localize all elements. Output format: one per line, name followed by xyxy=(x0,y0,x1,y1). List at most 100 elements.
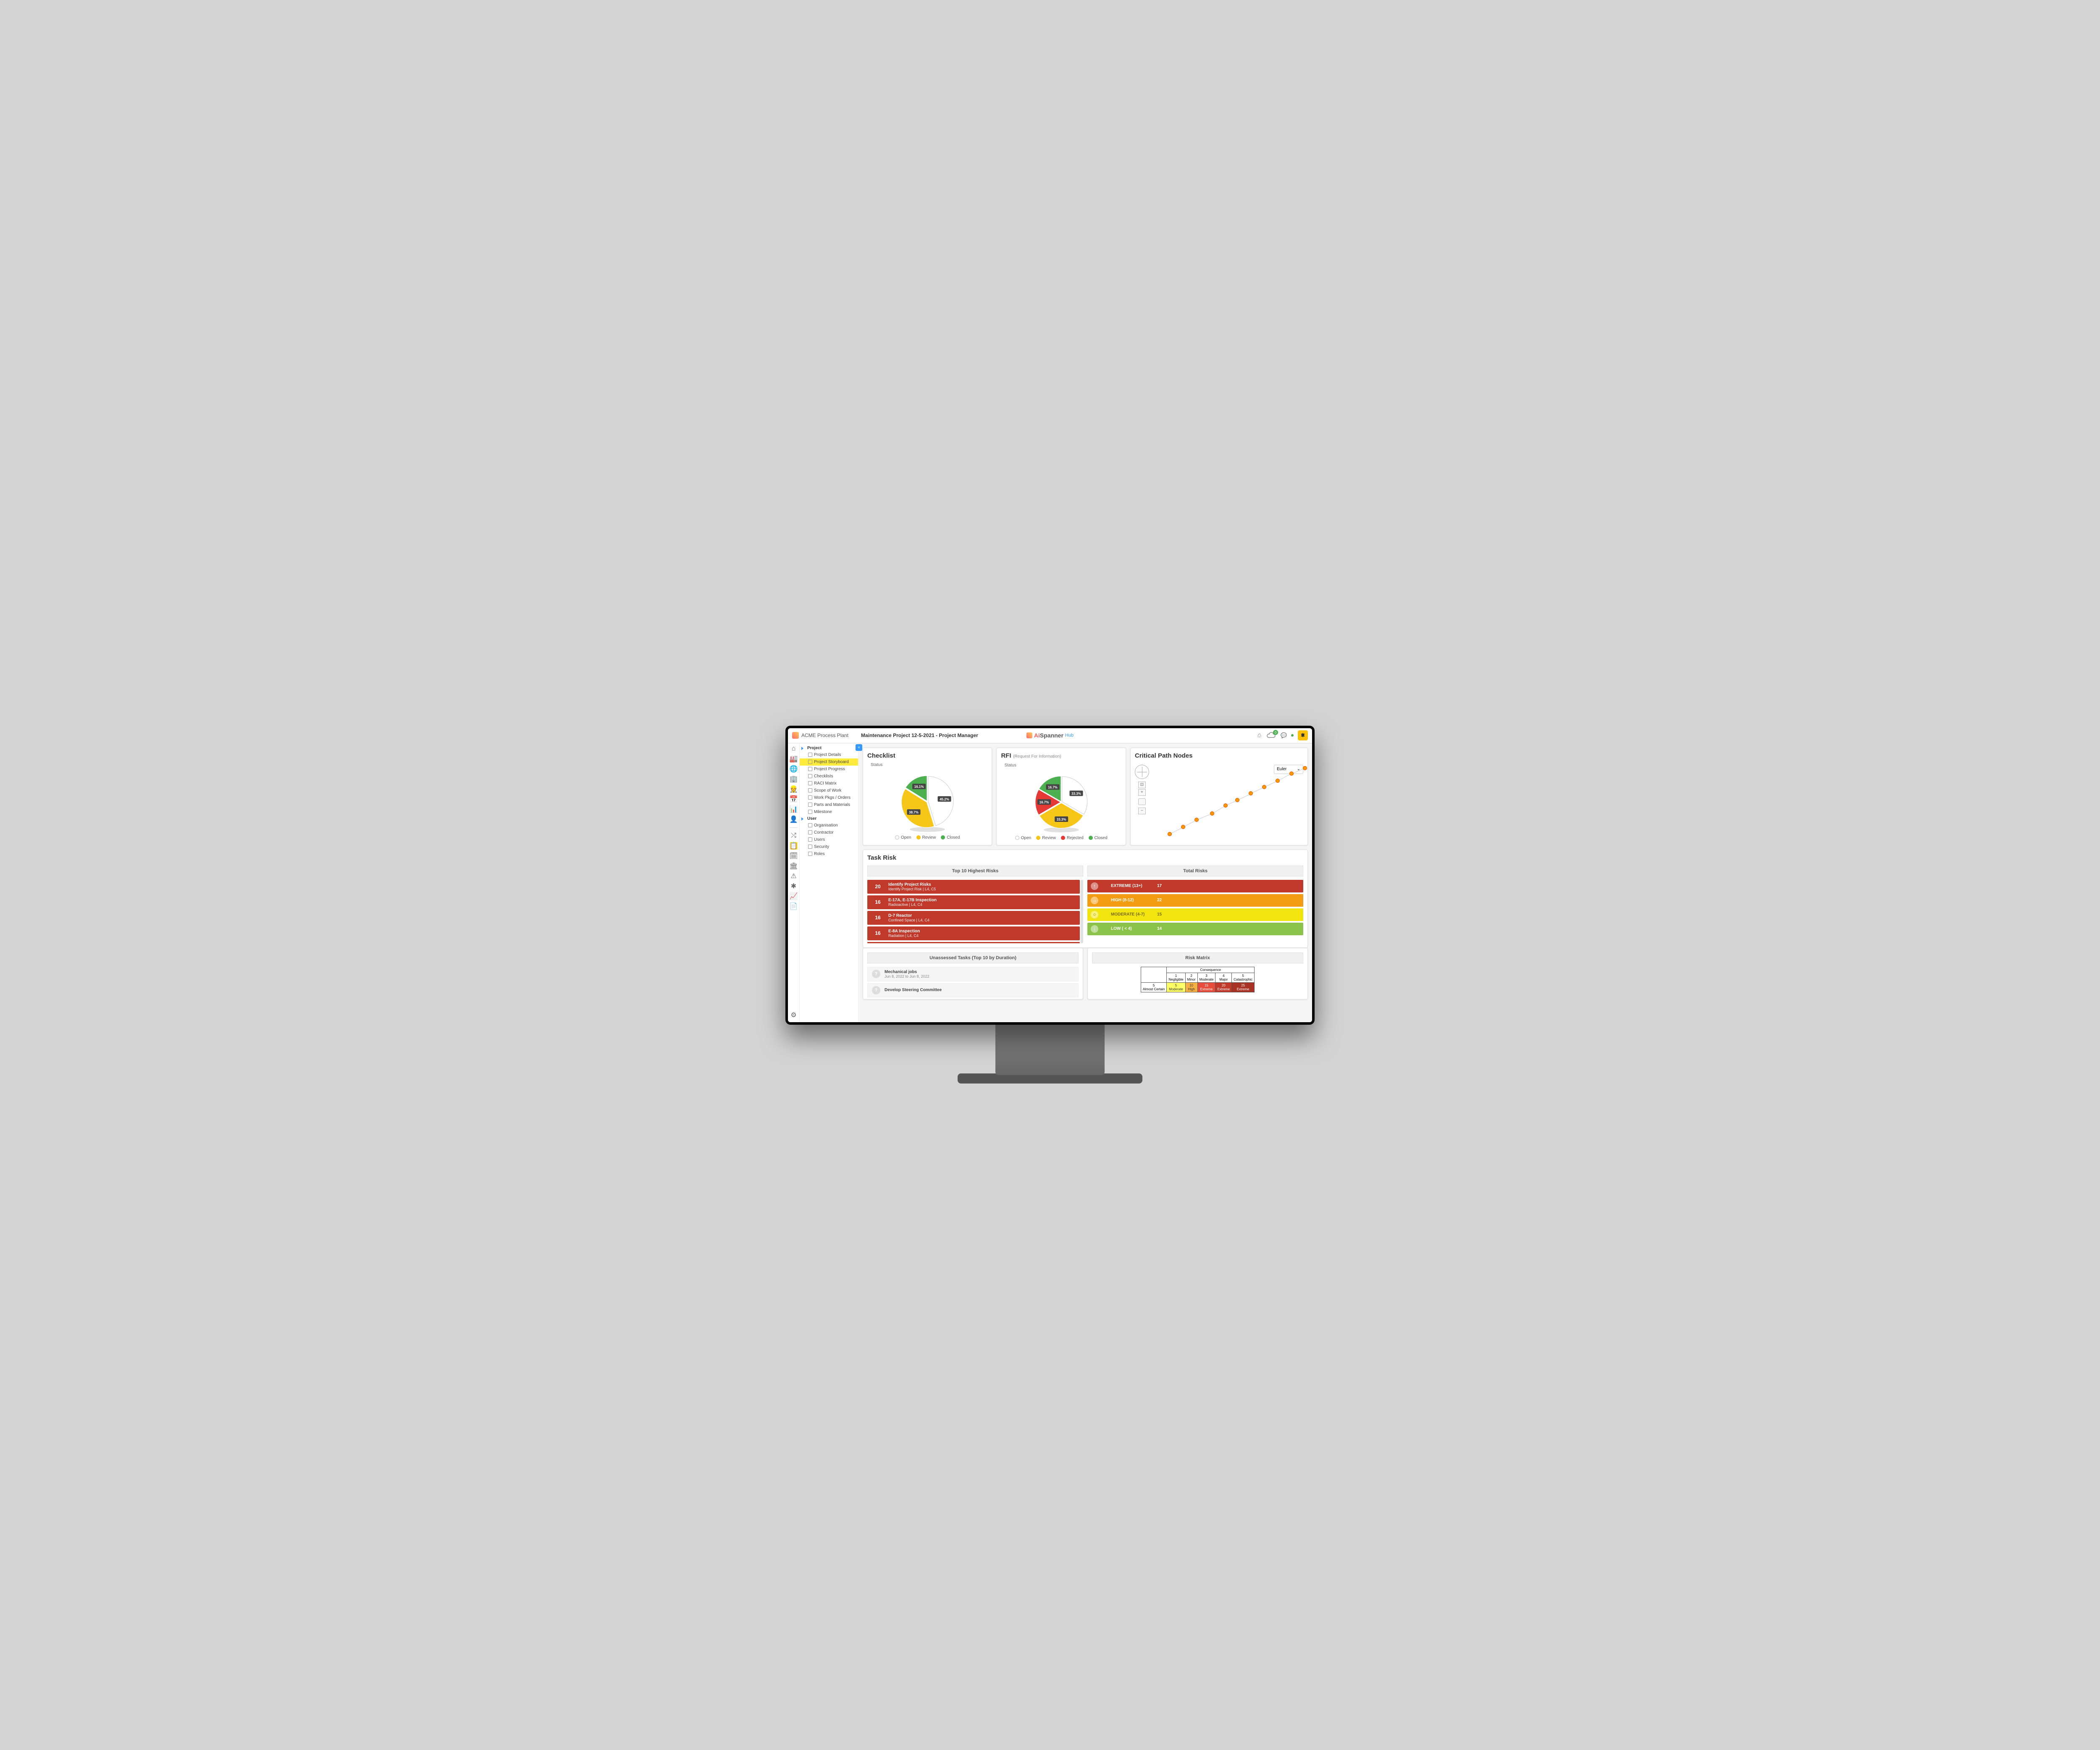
sidebar-item-icon xyxy=(808,830,812,834)
print-icon[interactable]: ⎙ xyxy=(1257,732,1261,739)
risk-matrix-table: Consequence1Negligible2Minor3Moderate4Ma… xyxy=(1141,967,1255,992)
rail-doc-icon[interactable]: 📄 xyxy=(790,903,798,910)
rail-storyboard-icon[interactable]: 📋 xyxy=(790,842,798,850)
risk-score: 16 xyxy=(872,899,884,905)
total-risk-bar[interactable]: ↑EXTREME (13+)17 xyxy=(1087,880,1303,892)
risk-title: Identify Project Risks xyxy=(888,882,936,887)
legend-item: Review xyxy=(916,835,936,840)
scrollbar[interactable] xyxy=(1081,880,1083,943)
graph-node[interactable] xyxy=(1249,791,1253,795)
svg-text:33.3%: 33.3% xyxy=(1071,792,1081,795)
total-risk-bar[interactable]: ↓LOW ( < 4)14 xyxy=(1087,923,1303,935)
sidebar-item-icon xyxy=(808,781,812,785)
unassessed-header: Unassessed Tasks (Top 10 by Duration) xyxy=(867,952,1079,963)
graph-node[interactable] xyxy=(1303,766,1307,770)
graph-node[interactable] xyxy=(1223,803,1228,808)
unassessed-list: ?Mechanical jobsJun 8, 2022 to Jun 8, 20… xyxy=(867,967,1079,997)
org-name: ACME Process Plant xyxy=(801,732,848,738)
rail-worker-icon[interactable]: 👷 xyxy=(790,785,798,793)
rail-factory-icon[interactable]: 🏭 xyxy=(790,755,798,763)
rail-person-icon[interactable]: 👤 xyxy=(790,816,798,823)
sidebar-item-project-progress[interactable]: Project Progress xyxy=(800,766,858,773)
legend-item: Open xyxy=(1015,836,1031,840)
legend-item: Closed xyxy=(1089,836,1108,840)
sidebar-group-user[interactable]: User xyxy=(800,816,858,822)
rail-schedule-icon[interactable]: 🗓 xyxy=(790,852,798,860)
unassessed-dates: Jun 8, 2022 to Jun 8, 2022 xyxy=(885,974,929,979)
sidebar-group-project[interactable]: Project xyxy=(800,745,858,751)
risk-bar[interactable]: 16E-8A InspectionRadiation | L4, C4 xyxy=(867,926,1080,940)
graph-node[interactable] xyxy=(1194,818,1199,822)
sidebar-item-roles[interactable]: Roles xyxy=(800,850,858,858)
risk-detail: Confined Space | L4, C4 xyxy=(888,918,929,922)
sidebar-item-label: RACI Matrix xyxy=(814,781,837,786)
sidebar-item-project-details[interactable]: Project Details xyxy=(800,751,858,758)
sidebar-item-project-storyboard[interactable]: Project Storyboard xyxy=(800,758,858,766)
rail-home-icon[interactable]: ⌂ xyxy=(790,745,798,753)
rail-shuffle-icon[interactable]: ⤭ xyxy=(790,832,798,840)
sidebar-item-checklists[interactable]: Checklists xyxy=(800,773,858,780)
graph-node[interactable] xyxy=(1235,798,1239,802)
unassessed-item[interactable]: ?Mechanical jobsJun 8, 2022 to Jun 8, 20… xyxy=(867,967,1079,981)
unassessed-item[interactable]: ?Develop Steering Committee xyxy=(867,983,1079,997)
graph-node[interactable] xyxy=(1289,771,1294,776)
total-risk-count: 14 xyxy=(1157,926,1162,931)
graph-node[interactable] xyxy=(1181,825,1185,829)
sidebar-item-work-pkgs-orders[interactable]: Work Pkgs / Orders xyxy=(800,794,858,801)
brand-hub: Hub xyxy=(1065,733,1074,738)
graph-node[interactable] xyxy=(1262,785,1266,789)
sidebar-item-icon xyxy=(808,823,812,827)
risk-matrix-card: Risk Matrix Consequence1Negligible2Minor… xyxy=(1087,948,1308,1000)
sidebar-item-label: Contractor xyxy=(814,830,834,835)
sidebar-item-scope-of-work[interactable]: Scope of Work xyxy=(800,787,858,794)
rail-calendar-icon[interactable]: 📅 xyxy=(790,795,798,803)
rfi-legend: OpenReviewRejectedClosed xyxy=(1001,836,1121,840)
brand: AiSpanner Hub xyxy=(1026,732,1074,739)
matrix-col-header: 2Minor xyxy=(1185,973,1197,982)
risk-bar[interactable]: 20Identify Project RisksIdentify Project… xyxy=(867,880,1080,894)
graph-node[interactable] xyxy=(1168,832,1172,836)
sidebar-item-parts-and-materials[interactable]: Parts and Materials xyxy=(800,801,858,808)
sidebar-item-label: Project Storyboard xyxy=(814,760,849,764)
rail-org-icon[interactable]: 🏛 xyxy=(790,862,798,870)
sidebar-item-users[interactable]: Users xyxy=(800,836,858,843)
total-risk-bar[interactable]: ○MODERATE (4-7)15 xyxy=(1087,908,1303,921)
risk-bar[interactable]: 16E-17A, E-17B InspectionRadioactive | L… xyxy=(867,895,1080,909)
graph-node[interactable] xyxy=(1276,779,1280,783)
rfi-subtitle: (Request For Information) xyxy=(1013,754,1061,759)
rail-warning-icon[interactable]: ⚠ xyxy=(790,872,798,880)
matrix-col-header: 4Major xyxy=(1215,973,1232,982)
sidebar-item-security[interactable]: Security xyxy=(800,843,858,850)
rail-spark-icon[interactable]: ✱ xyxy=(790,882,798,890)
notification-dot-icon[interactable] xyxy=(1291,734,1294,737)
sidebar-item-icon xyxy=(808,788,812,792)
risk-bar[interactable]: 16D-7 ReactorConfined Space | L4, C4 xyxy=(867,911,1080,925)
user-avatar-icon[interactable] xyxy=(1298,730,1308,740)
matrix-cell: 5Moderate xyxy=(1167,982,1185,992)
critical-path-title: Critical Path Nodes xyxy=(1135,752,1303,759)
rail-building-icon[interactable]: 🏢 xyxy=(790,775,798,783)
chat-icon[interactable]: 💬 xyxy=(1281,732,1287,738)
checklist-status-label: Status xyxy=(871,763,987,767)
sidebar-item-contractor[interactable]: Contractor xyxy=(800,829,858,836)
brand-ai: Ai xyxy=(1034,732,1040,739)
critical-path-graph[interactable] xyxy=(1135,761,1303,841)
sidebar-item-label: Roles xyxy=(814,852,825,856)
matrix-col-header: 3Moderate xyxy=(1197,973,1215,982)
rail-globe-icon[interactable]: 🌐 xyxy=(790,765,798,773)
rail-chart-icon[interactable]: 📊 xyxy=(790,805,798,813)
rail-settings-icon[interactable]: ⚙ xyxy=(790,1011,798,1019)
rail-graph-icon[interactable]: 📈 xyxy=(790,892,798,900)
matrix-cell: 15Extreme xyxy=(1197,982,1215,992)
sidebar-item-organisation[interactable]: Organisation xyxy=(800,822,858,829)
total-risk-bar[interactable]: →HIGH (8-12)22 xyxy=(1087,894,1303,907)
org-logo xyxy=(792,732,799,739)
sidebar-item-icon xyxy=(808,810,812,814)
matrix-consequence-label: Consequence xyxy=(1167,967,1255,973)
graph-node[interactable] xyxy=(1210,811,1214,816)
sidebar-item-milestone[interactable]: Milestone xyxy=(800,808,858,816)
total-risks-panel: Total Risks ↑EXTREME (13+)17→HIGH (8-12)… xyxy=(1087,866,1303,943)
sidebar-item-raci-matrix[interactable]: RACI Matrix xyxy=(800,780,858,787)
sidebar-item-icon xyxy=(808,767,812,771)
cloud-status-icon[interactable]: 0 xyxy=(1265,732,1276,739)
